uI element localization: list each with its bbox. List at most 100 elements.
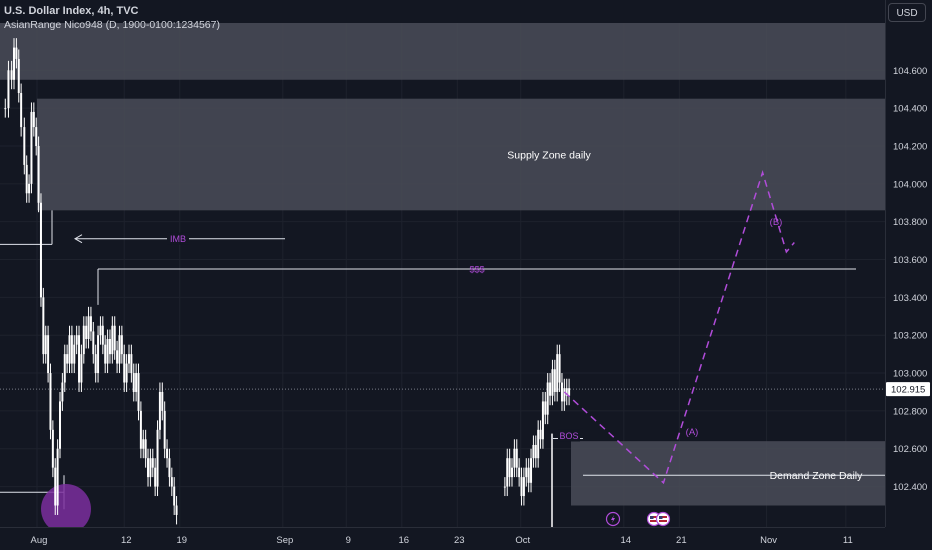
- candle-body-90: [546, 382, 549, 415]
- candle-body-17: [47, 335, 50, 374]
- candle-body-2: [10, 70, 13, 80]
- candle-body-28: [73, 344, 76, 364]
- imb-label: IMB: [170, 234, 186, 244]
- price-tick-6: 103.400: [893, 293, 927, 304]
- candle-body-64: [158, 391, 161, 430]
- projection-line[interactable]: [563, 169, 795, 485]
- candle-body-25: [66, 354, 69, 364]
- candle-body-43: [108, 338, 111, 355]
- price-tick-5: 103.600: [893, 255, 927, 266]
- bos-label: BOS: [559, 431, 578, 441]
- time-tick-9: 21: [676, 535, 687, 546]
- flag-stripe-bottom: [650, 520, 658, 522]
- candle-body-76: [513, 448, 516, 468]
- candle-body-69: [170, 477, 173, 487]
- candle-body-14: [39, 202, 42, 298]
- candle-body-32: [82, 325, 85, 355]
- candle-body-51: [127, 354, 130, 364]
- current-price-bg: [886, 382, 930, 397]
- candle-body-46: [116, 350, 119, 364]
- candle-body-47: [118, 335, 121, 364]
- time-tick-0: Aug: [31, 535, 48, 546]
- time-tick-7: Oct: [515, 535, 530, 546]
- candle-body-56: [139, 410, 142, 449]
- candle-body-8: [25, 164, 28, 194]
- wave-b-label: (B): [770, 217, 783, 228]
- time-tick-4: 9: [346, 535, 351, 546]
- candle-body-6: [20, 93, 23, 128]
- candle-body-87: [539, 429, 542, 440]
- time-tick-1: 12: [121, 535, 132, 546]
- candle-body-40: [101, 325, 104, 345]
- candle-body-75: [511, 467, 514, 478]
- lightning-bolt: [611, 515, 615, 523]
- flag-stripe-bottom: [659, 520, 667, 522]
- candle-body-18: [49, 373, 52, 430]
- candle-body-67: [166, 448, 169, 459]
- time-tick-6: 23: [454, 535, 465, 546]
- zone-label-2: Demand Zone Daily: [770, 470, 864, 482]
- candle-body-95: [558, 354, 561, 383]
- imb-arrow-head: [73, 234, 83, 244]
- candle-body-30: [78, 335, 81, 383]
- candle-body-57: [142, 439, 145, 449]
- low-highlight-circle[interactable]: [41, 484, 91, 534]
- indicator-label[interactable]: AsianRange Nico948 (D, 1900-0100:1234567…: [4, 19, 220, 31]
- zone-2[interactable]: [571, 441, 885, 506]
- candle-body-62: [154, 467, 157, 487]
- candle-body-71: [175, 505, 178, 515]
- candle-body-12: [35, 127, 38, 146]
- candle-body-10: [30, 111, 33, 184]
- candle-body-48: [120, 335, 123, 355]
- candle-body-34: [87, 316, 90, 339]
- flag-icon[interactable]: [655, 511, 671, 527]
- candle-body-83: [530, 458, 533, 483]
- candle-body-81: [525, 467, 528, 478]
- zone-0[interactable]: [0, 23, 885, 80]
- chart-title: U.S. Dollar Index, 4h, TVC: [4, 5, 139, 17]
- candle-body-55: [137, 373, 140, 411]
- candle-body-65: [161, 391, 164, 411]
- candle-body-4: [15, 47, 18, 59]
- event-markers[interactable]: [605, 511, 671, 527]
- candle-body-54: [135, 373, 138, 392]
- candle-body-21: [56, 448, 59, 506]
- candle-body-42: [106, 338, 109, 364]
- candle-body-44: [111, 325, 114, 355]
- candle-body-61: [151, 458, 154, 468]
- candle-body-63: [156, 429, 159, 487]
- candle-body-49: [123, 354, 126, 383]
- bos-label-bg: [558, 429, 580, 442]
- price-axis[interactable]: 104.600 104.400 104.200 104.000 103.800 103.6…: [885, 0, 932, 550]
- price-tick-11: 102.400: [893, 482, 927, 493]
- imb-label-bg: [167, 232, 189, 245]
- currency-button[interactable]: USD: [888, 3, 926, 22]
- candle-body-41: [104, 344, 107, 364]
- candle-body-35: [89, 316, 92, 332]
- time-tick-8: 14: [621, 535, 632, 546]
- candle-body-79: [520, 477, 523, 497]
- candle-body-26: [68, 335, 71, 364]
- price-tick-4: 103.800: [893, 217, 927, 228]
- time-tick-3: Sep: [276, 535, 293, 546]
- time-tick-10: Nov: [760, 535, 777, 546]
- time-axis[interactable]: Aug 12 19 Sep 9 16 23 Oct 14 21 Nov 11: [0, 527, 932, 550]
- candle-body-13: [37, 145, 40, 203]
- price-tick-9: 102.800: [893, 406, 927, 417]
- zone-1[interactable]: [37, 98, 885, 211]
- candle-body-23: [61, 382, 64, 402]
- candle-body-60: [149, 458, 152, 478]
- candle-body-94: [556, 354, 559, 392]
- current-price-label: 102.915: [891, 385, 925, 396]
- candle-body-82: [527, 467, 530, 483]
- candle-body-68: [168, 458, 171, 478]
- candle-body-5: [17, 58, 20, 94]
- flag-canton: [659, 516, 663, 519]
- flag-stripe-top: [659, 516, 667, 518]
- candle-body-66: [163, 410, 166, 449]
- candle-body-27: [70, 335, 73, 364]
- candle-body-86: [537, 429, 540, 459]
- candle-body-11: [32, 111, 35, 128]
- price-tick-8: 103.000: [893, 369, 927, 380]
